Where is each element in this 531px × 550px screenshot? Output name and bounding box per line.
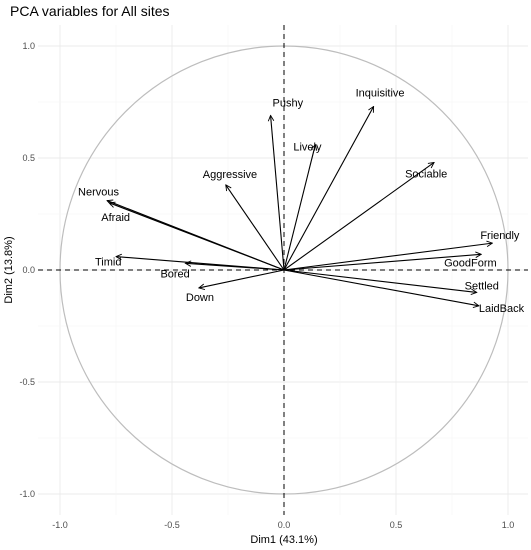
label-goodform: GoodForm — [444, 257, 497, 269]
label-timid: Timid — [95, 257, 121, 269]
x-tick-label: 1.0 — [502, 520, 515, 530]
x-tick-label: 0.5 — [390, 520, 403, 530]
y-tick-label: 0.5 — [22, 153, 35, 163]
arrow-pushy — [271, 115, 285, 271]
variable-labels: Pushy Inquisitive Lively Sociable Aggressive… — [78, 87, 525, 314]
label-laidback: LaidBack — [479, 303, 525, 315]
label-sociable: Sociable — [405, 168, 447, 180]
label-afraid: Afraid — [101, 212, 130, 224]
y-tick-label: 1.0 — [22, 41, 35, 51]
x-axis-title: Dim1 (43.1%) — [250, 534, 317, 546]
arrow-lively — [283, 145, 315, 271]
arrow-afraid — [109, 203, 285, 271]
arrow-bored — [185, 263, 285, 271]
x-tick-label: -1.0 — [52, 520, 68, 530]
chart-title: PCA variables for All sites — [10, 3, 170, 19]
variable-arrows — [107, 106, 492, 305]
label-inquisitive: Inquisitive — [356, 87, 405, 99]
x-tick-labels: -1.0 -0.5 0.0 0.5 1.0 — [52, 520, 514, 530]
y-tick-label: -0.5 — [19, 377, 35, 387]
arrow-goodform — [283, 254, 481, 271]
arrow-inquisitive — [283, 106, 374, 271]
label-friendly: Friendly — [480, 230, 520, 242]
y-axis-title: Dim2 (13.8%) — [3, 236, 15, 303]
label-bored: Bored — [160, 268, 189, 280]
label-pushy: Pushy — [273, 97, 304, 109]
y-tick-label: 0.0 — [22, 265, 35, 275]
label-nervous: Nervous — [78, 187, 119, 199]
arrow-friendly — [283, 243, 492, 271]
x-tick-label: -0.5 — [164, 520, 180, 530]
y-tick-labels: -1.0 -0.5 0.0 0.5 1.0 — [19, 41, 35, 499]
label-settled: Settled — [465, 280, 499, 292]
arrow-sociable — [283, 162, 434, 271]
label-aggressive: Aggressive — [203, 169, 257, 181]
label-lively: Lively — [293, 142, 322, 154]
y-tick-label: -1.0 — [19, 489, 35, 499]
arrow-laidback — [283, 269, 479, 306]
arrow-settled — [283, 269, 477, 292]
label-down: Down — [186, 292, 214, 304]
arrow-aggressive — [226, 185, 285, 271]
arrow-down — [199, 269, 285, 288]
x-tick-label: 0.0 — [278, 520, 291, 530]
